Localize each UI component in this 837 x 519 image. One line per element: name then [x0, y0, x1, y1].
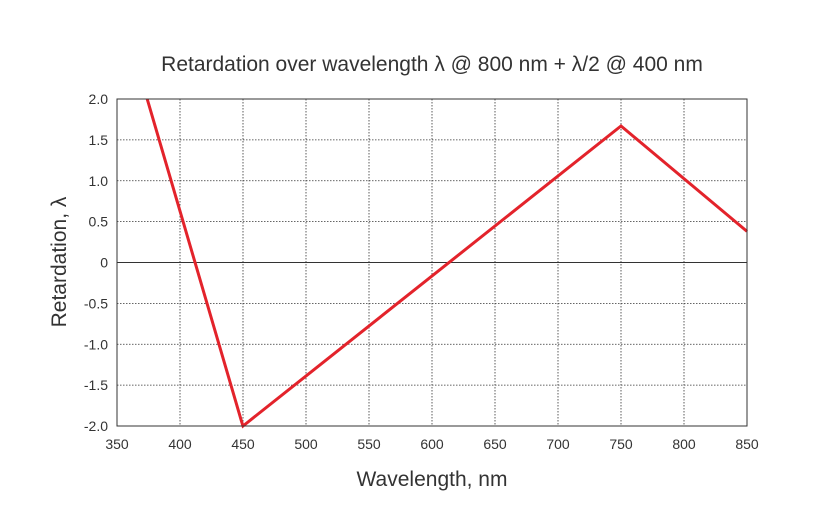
x-tick-label: 550	[357, 436, 381, 452]
x-tick-label: 450	[231, 436, 255, 452]
y-axis-ticks: 2.0 1.5 1.0 0.5 0 -0.5 -1.0 -1.5 -2.0	[84, 91, 108, 434]
y-tick-label: -1.5	[84, 377, 108, 393]
y-tick-label: 0.5	[89, 214, 109, 230]
y-tick-label: 1.0	[89, 173, 109, 189]
x-tick-label: 800	[672, 436, 696, 452]
y-axis-label: Retardation, λ	[48, 196, 71, 327]
y-tick-label: 2.0	[89, 91, 109, 107]
chart-title: Retardation over wavelength λ @ 800 nm +…	[161, 53, 703, 76]
grid	[117, 99, 747, 426]
x-axis-label: Wavelength, nm	[357, 468, 508, 491]
x-tick-label: 350	[105, 436, 129, 452]
x-tick-label: 850	[735, 436, 759, 452]
x-tick-label: 500	[294, 436, 318, 452]
x-tick-label: 600	[420, 436, 444, 452]
y-tick-label: -1.0	[84, 336, 108, 352]
y-tick-label: -0.5	[84, 295, 108, 311]
y-tick-label: 1.5	[89, 132, 109, 148]
x-axis-ticks: 350 400 450 500 550 600 650 700 750 800 850	[105, 436, 759, 452]
plot-frame	[116, 98, 748, 427]
y-tick-label: -2.0	[84, 418, 108, 434]
x-tick-label: 700	[546, 436, 570, 452]
x-tick-label: 400	[168, 436, 192, 452]
x-tick-label: 750	[609, 436, 633, 452]
y-tick-label: 0	[100, 255, 108, 271]
x-tick-label: 650	[483, 436, 507, 452]
